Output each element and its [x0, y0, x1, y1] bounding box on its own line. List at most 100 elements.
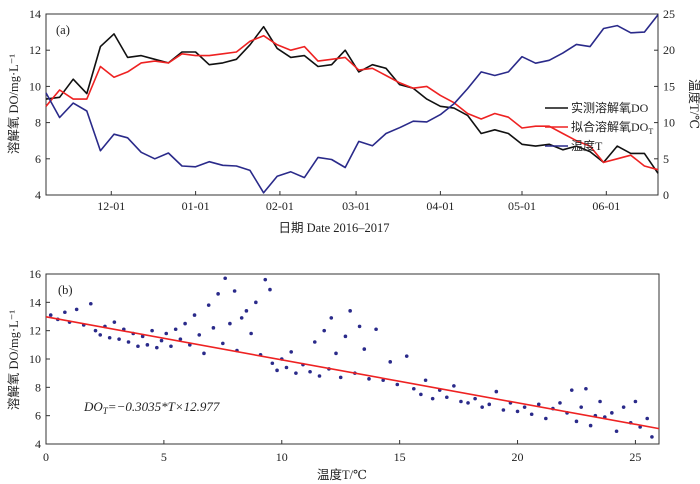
scatter-point — [569, 388, 574, 392]
scatter-point — [244, 309, 249, 313]
y-tick-label: 8 — [35, 116, 41, 130]
scatter-point — [74, 307, 79, 312]
scatter-point — [173, 327, 178, 332]
scatter-point — [145, 343, 150, 347]
y-tick-label: 12 — [29, 43, 41, 57]
scatter-point — [645, 416, 650, 421]
scatter-point — [621, 405, 626, 409]
scatter-point — [221, 341, 225, 346]
scatter-point — [48, 313, 53, 317]
plot-frame-b — [45, 273, 660, 445]
scatter-point — [515, 409, 520, 414]
scatter-point — [275, 368, 279, 373]
x-tick-label: 06-01 — [592, 199, 620, 213]
x-tick-label: 04-01 — [426, 199, 454, 213]
scatter-point — [117, 337, 121, 341]
scatter-point — [164, 331, 169, 336]
legend-label: 拟合溶解氧DOT — [571, 119, 653, 136]
scatter-point — [232, 289, 237, 293]
scatter-point — [98, 333, 103, 337]
scatter-point — [633, 399, 638, 404]
y-axis-label-a: 溶解氧 DO/mg·L⁻¹ — [6, 54, 21, 155]
scatter-point — [223, 276, 227, 281]
scatter-point — [268, 287, 272, 292]
scatter-point — [536, 402, 541, 407]
panel-a-line-chart: (a) 日期 Date 2016–2017 溶解氧 DO/mg·L⁻¹ 温度T/… — [6, 7, 700, 235]
scatter-point — [317, 374, 322, 378]
panel-label-b: (b) — [58, 283, 73, 297]
y-tick-label: 4 — [35, 188, 41, 202]
y-right-tick-label: 0 — [663, 188, 669, 202]
x-tick-label: 05-01 — [508, 199, 536, 213]
x-axis-label-a: 日期 Date 2016–2017 — [278, 221, 389, 235]
scatter-point — [289, 350, 294, 354]
scatter-point — [588, 423, 593, 428]
y-tick-label: 10 — [29, 79, 41, 93]
scatter-point — [249, 331, 253, 336]
scatter-point — [308, 369, 312, 374]
scatter-point — [466, 401, 470, 405]
scatter-point — [159, 338, 164, 343]
scatter-point — [192, 313, 197, 317]
series-line-2 — [45, 14, 659, 194]
x-tick-label: 01-01 — [182, 199, 210, 213]
scatter-point — [650, 435, 654, 439]
scatter-point — [136, 344, 140, 349]
y-tick-label: 8 — [35, 380, 41, 394]
scatter-point — [610, 411, 614, 415]
scatter-point — [126, 340, 131, 344]
scatter-point — [294, 371, 298, 375]
scatter-point — [228, 321, 232, 326]
y-axis-label-b: 溶解氧 DO/mg·L⁻¹ — [6, 310, 21, 411]
scatter-point — [63, 310, 67, 315]
panel-label-a: (a) — [56, 23, 70, 37]
scatter-point — [501, 408, 506, 412]
y-right-tick-label: 10 — [663, 116, 675, 130]
scatter-point — [334, 351, 338, 356]
scatter-point — [445, 395, 449, 400]
x-tick-label: 10 — [276, 450, 288, 464]
scatter-point — [598, 399, 602, 404]
scatter-point — [367, 377, 371, 381]
scatter-point — [88, 301, 93, 306]
x-tick-label: 02-01 — [266, 199, 294, 213]
fit-equation: DOT=−0.3035*T×12.977 — [83, 399, 220, 416]
scatter-point — [93, 328, 98, 333]
y-tick-label: 4 — [35, 437, 41, 451]
y-tick-label: 14 — [29, 295, 41, 309]
scatter-point — [614, 429, 619, 434]
y-tick-label: 12 — [29, 324, 41, 338]
scatter-point — [395, 382, 400, 387]
scatter-point — [270, 361, 275, 366]
legend-label: 实测溶解氧DO — [571, 100, 649, 115]
scatter-point — [584, 386, 588, 391]
y-right-tick-label: 15 — [663, 79, 675, 93]
y-tick-label: 6 — [35, 409, 41, 423]
scatter-point — [529, 412, 534, 417]
scatter-point — [169, 344, 173, 349]
x-tick-label: 25 — [629, 450, 641, 464]
scatter-point — [558, 401, 562, 405]
x-tick-label: 12-01 — [97, 199, 125, 213]
scatter-point — [254, 300, 258, 305]
scatter-point — [329, 316, 334, 320]
fit-line — [45, 316, 660, 430]
scatter-point — [522, 405, 527, 409]
plot-frame-a — [45, 13, 659, 196]
series-line-1 — [45, 34, 659, 171]
scatter-point — [150, 328, 154, 333]
scatter-point — [112, 320, 117, 324]
scatter-point — [579, 405, 583, 409]
scatter-point — [544, 416, 548, 421]
y-axis-right-label-a: 温度T/℃ — [687, 79, 700, 129]
scatter-point — [412, 386, 416, 391]
scatter-point — [357, 324, 362, 329]
legend-label: 温度T — [571, 138, 603, 153]
x-tick-label: 15 — [394, 450, 406, 464]
scatter-point — [404, 354, 409, 358]
y-right-tick-label: 5 — [663, 152, 669, 166]
y-tick-label: 16 — [29, 267, 41, 281]
y-right-tick-label: 20 — [663, 43, 675, 57]
scatter-point — [263, 277, 268, 282]
